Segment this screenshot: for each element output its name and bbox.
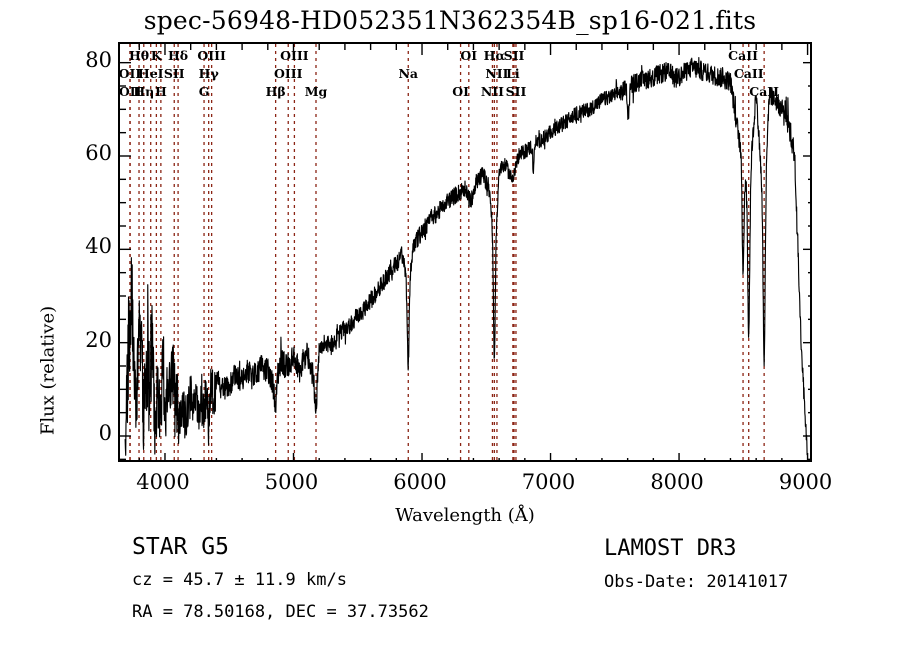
spectral-line-label: Mg	[304, 84, 328, 99]
x-axis-ticks: 4000 5000 6000 7000 8000 9000	[118, 470, 832, 500]
line-marker-layer	[129, 44, 765, 460]
spectral-line-label: OII	[118, 84, 142, 99]
spectral-line-label: CaII	[733, 66, 764, 81]
y-axis-ticks: 0 20 40 60 80	[62, 42, 112, 462]
y-tick-label: 80	[85, 47, 112, 72]
spectral-line-label: OII	[118, 66, 142, 81]
y-tick-label: 60	[85, 141, 112, 165]
spectral-line-label: Li	[506, 66, 520, 81]
x-tick-label: 9000	[778, 470, 833, 494]
x-tick-label: 4000	[136, 470, 190, 494]
x-tick-label: 8000	[650, 470, 704, 494]
y-tick-label: 20	[85, 327, 112, 352]
spectral-line-label: SII	[505, 84, 527, 99]
spectral-line-label: SII	[503, 48, 525, 63]
axis-tick-marks	[120, 44, 810, 460]
spectral-line-label: NII	[480, 84, 504, 99]
y-tick-label: 0	[98, 421, 112, 445]
coordinates-text: RA = 78.50168, DEC = 37.73562	[132, 602, 429, 622]
spectral-line-label: G	[198, 84, 210, 99]
spectral-line-label: SII	[163, 66, 185, 81]
spectral-line-label: Hα	[483, 48, 506, 63]
y-tick-label: 40	[85, 234, 112, 259]
spectrum-trace	[124, 57, 808, 456]
survey-name-text: LAMOST DR3	[604, 536, 737, 561]
x-tick-label: 5000	[264, 470, 319, 494]
redshift-velocity-text: cz = 45.7 ± 11.9 km/s	[132, 570, 347, 590]
spectral-line-label: Hθ	[128, 48, 150, 63]
spectrum-plot: OII OII Hθ Hη HeI K H SII Hδ G Hγ OIII Hβ OIII OIII Mg N…	[118, 42, 812, 462]
spectral-line-label: H	[154, 84, 167, 99]
spectral-line-label: OI	[460, 48, 478, 63]
object-class-text: STAR G5	[132, 534, 229, 560]
plot-canvas	[120, 44, 810, 460]
spectral-line-label: OI	[452, 84, 469, 99]
spectral-line-label: Hδ	[168, 48, 189, 63]
observation-date-text: Obs-Date: 20141017	[604, 572, 789, 592]
spectral-line-label: OIII	[274, 66, 303, 81]
x-tick-label: 7000	[521, 470, 576, 494]
spectral-line-label: OIII	[280, 48, 309, 63]
y-axis-label: Flux (relative)	[37, 305, 59, 436]
x-axis-label: Wavelength (Å)	[395, 505, 535, 526]
spectral-line-label: Na	[398, 66, 419, 81]
spectral-line-label: CaII	[749, 84, 779, 99]
spectral-line-label: Hβ	[265, 84, 286, 99]
spectral-line-label: OIII	[197, 48, 226, 63]
spectral-line-label: HeI	[137, 66, 164, 81]
y-axis-label-wrap: Flux (relative)	[14, 120, 59, 435]
spectral-line-label: Hγ	[198, 66, 219, 81]
page-title: spec-56948-HD052351N362354B_sp16-021.fit…	[143, 6, 757, 35]
spectral-line-label: CaII	[728, 48, 758, 63]
spectral-line-label: Hη	[133, 84, 155, 99]
spectral-line-label: NII	[485, 66, 509, 81]
spectral-line-label: K	[150, 48, 162, 63]
x-tick-label: 6000	[393, 470, 447, 494]
